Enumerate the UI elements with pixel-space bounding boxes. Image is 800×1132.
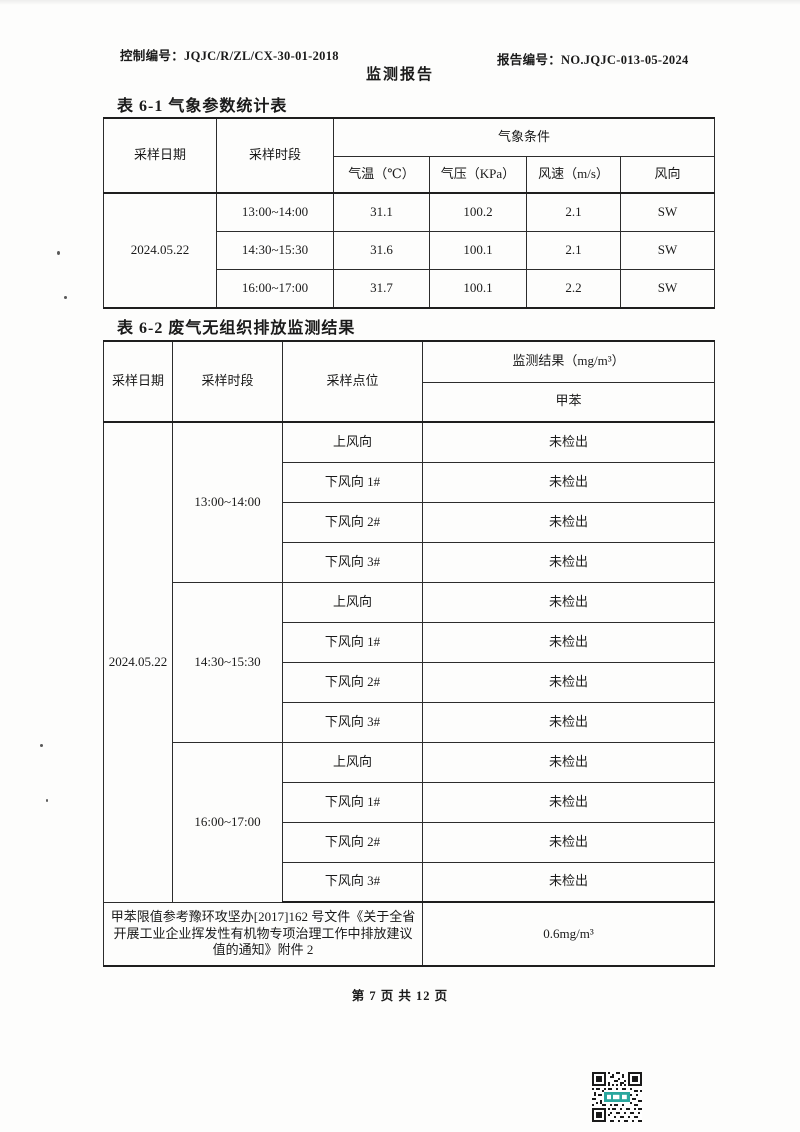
t1-temp-cell: 31.7	[333, 268, 430, 309]
emission-results-table: 采样日期 采样时段 采样点位 监测结果（mg/m³） 甲苯 2024.05.22…	[103, 340, 715, 967]
t1-header-period: 采样时段	[216, 117, 334, 194]
t2-header-result: 监测结果（mg/m³）	[422, 340, 715, 383]
report-number-value: NO.JQJC-013-05-2024	[561, 53, 689, 67]
t2-result-cell: 未检出	[422, 741, 715, 783]
t1-period-cell: 14:30~15:30	[216, 230, 334, 270]
t2-point-cell: 下风向 3#	[282, 701, 423, 743]
table-row: 2024.05.22 13:00~14:00 31.1 100.2 2.1 SW	[103, 192, 716, 309]
met-params-table: 采样日期 采样时段 气象条件 气温（℃） 气压（KPa） 风速（m/s） 风向 …	[103, 117, 716, 309]
t2-point-cell: 下风向 2#	[282, 661, 423, 703]
t1-header-wind-speed: 风速（m/s）	[526, 155, 621, 194]
t1-sample-date: 2024.05.22	[103, 192, 217, 309]
t1-pressure-cell: 100.2	[429, 192, 527, 232]
t1-dir-cell: SW	[619, 192, 716, 232]
t2-period-cell: 16:00~17:00	[172, 741, 283, 903]
t2-point-cell: 下风向 1#	[282, 461, 423, 503]
t2-result-cell: 未检出	[422, 781, 715, 823]
t1-speed-cell: 2.2	[526, 268, 621, 309]
table-row: 16:00~17:00 31.7 100.1 2.2 SW	[104, 268, 716, 309]
t2-point-cell: 下风向 2#	[282, 501, 423, 543]
table-row: 下风向 2# 未检出	[104, 661, 715, 703]
table-row: 下风向 3# 未检出	[104, 701, 715, 743]
t2-result-cell: 未检出	[422, 461, 715, 503]
table-row: 14:30~15:30 上风向 未检出	[104, 581, 715, 743]
table-row: 甲苯限值参考豫环攻坚办[2017]162 号文件《关于全省开展工业企业挥发性有机…	[103, 901, 715, 967]
scan-speck	[57, 251, 60, 255]
t1-period-cell: 16:00~17:00	[216, 268, 334, 309]
t2-result-cell: 未检出	[422, 581, 715, 623]
t1-temp-cell: 31.6	[333, 230, 430, 270]
t2-point-cell: 下风向 1#	[282, 621, 423, 663]
t1-temp-cell: 31.1	[333, 192, 430, 232]
t2-point-cell: 下风向 2#	[282, 821, 423, 863]
t1-header-date: 采样日期	[103, 117, 217, 194]
t2-point-cell: 上风向	[282, 741, 423, 783]
control-number-label: 控制编号：	[120, 49, 185, 63]
t1-speed-cell: 2.1	[526, 192, 621, 232]
t2-period-cell: 14:30~15:30	[172, 581, 283, 743]
table-row: 下风向 1# 未检出	[104, 621, 715, 663]
scan-speck	[40, 744, 43, 747]
control-number-line: 控制编号：JQJC/R/ZL/CX-30-01-2018	[120, 45, 339, 64]
t2-point-cell: 下风向 3#	[282, 861, 423, 903]
t2-header-analyte: 甲苯	[422, 381, 715, 423]
t2-sample-date: 2024.05.22	[103, 421, 173, 903]
document-title: 监测报告	[365, 67, 434, 83]
t2-result-cell: 未检出	[422, 501, 715, 543]
page-number: 第 7 页 共 12 页	[351, 989, 449, 1003]
table-row: 下风向 2# 未检出	[104, 821, 715, 863]
t1-period-cell: 13:00~14:00	[216, 192, 334, 232]
qr-code	[592, 1072, 642, 1122]
t2-result-cell: 未检出	[422, 621, 715, 663]
table1-caption: 表 6-1 气象参数统计表	[117, 98, 288, 115]
t1-header-conditions: 气象条件	[332, 117, 716, 157]
t1-pressure-cell: 100.1	[429, 268, 527, 309]
t1-dir-cell: SW	[619, 268, 716, 309]
t2-result-cell: 未检出	[422, 421, 715, 463]
t1-header-temp: 气温（℃）	[333, 155, 430, 194]
t2-limit-value: 0.6mg/m³	[422, 901, 715, 967]
t2-result-cell: 未检出	[422, 701, 715, 743]
t2-point-cell: 上风向	[282, 421, 423, 463]
t2-point-cell: 下风向 1#	[282, 781, 423, 823]
t1-pressure-cell: 100.1	[429, 230, 527, 270]
t2-result-cell: 未检出	[422, 821, 715, 863]
control-number-value: JQJC/R/ZL/CX-30-01-2018	[184, 49, 339, 63]
t2-point-cell: 上风向	[282, 581, 423, 623]
t2-limit-note: 甲苯限值参考豫环攻坚办[2017]162 号文件《关于全省开展工业企业挥发性有机…	[103, 901, 423, 967]
table-row: 下风向 2# 未检出	[104, 501, 715, 543]
t2-header-point: 采样点位	[282, 340, 423, 423]
report-number-label: 报告编号：	[497, 53, 562, 67]
t2-result-cell: 未检出	[422, 861, 715, 903]
t1-header-pressure: 气压（KPa）	[429, 155, 527, 194]
table-row: 2024.05.22 13:00~14:00 上风向 未检出	[103, 421, 715, 903]
t2-period-cell: 13:00~14:00	[172, 421, 283, 583]
scan-speck	[64, 296, 67, 299]
t2-header-date: 采样日期	[103, 340, 173, 423]
scan-speck	[46, 799, 48, 802]
t2-point-cell: 下风向 3#	[282, 541, 423, 583]
t2-result-cell: 未检出	[422, 661, 715, 703]
table2-caption: 表 6-2 废气无组织排放监测结果	[117, 320, 356, 337]
table-row: 16:00~17:00 上风向 未检出	[104, 741, 715, 903]
table-row: 14:30~15:30 31.6 100.1 2.1 SW	[104, 230, 716, 270]
report-number-line: 报告编号：NO.JQJC-013-05-2024	[497, 49, 689, 68]
t1-header-wind-dir: 风向	[619, 155, 716, 194]
t2-result-cell: 未检出	[422, 541, 715, 583]
table-row: 下风向 3# 未检出	[104, 541, 715, 583]
t1-dir-cell: SW	[619, 230, 716, 270]
t1-speed-cell: 2.1	[526, 230, 621, 270]
t2-header-period: 采样时段	[172, 340, 283, 423]
table-row: 下风向 3# 未检出	[104, 861, 715, 903]
